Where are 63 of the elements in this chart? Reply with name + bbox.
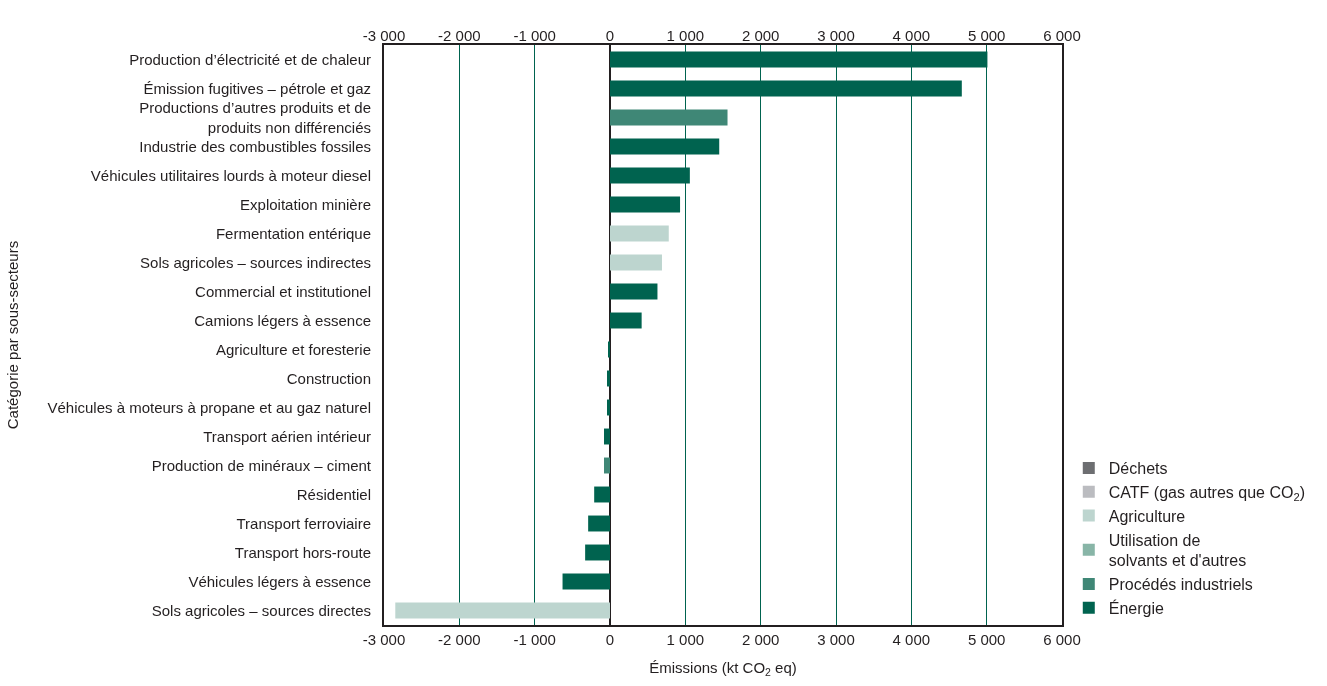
y-tick-label: Transport ferroviaire	[236, 514, 371, 532]
legend-label: Procédés industriels	[1108, 576, 1253, 594]
y-tick-label: Agriculture et foresterie	[215, 340, 371, 358]
x-tick-label: 0	[605, 27, 615, 44]
legend-label: Déchets	[1108, 460, 1168, 478]
x2-tick-label: 3 000	[817, 631, 855, 648]
y-tick-label: Véhicules légers à essence	[188, 572, 371, 590]
y-tick-label: Production de minéraux – ciment	[151, 456, 372, 474]
bar	[588, 515, 610, 532]
legend-label: CATF (gas autres que CO$_{2}$)	[1108, 483, 1305, 504]
y-tick-label: Véhicules à moteurs à propane et au gaz naturel	[47, 398, 371, 416]
y-tick-label: Fermentation entérique	[215, 224, 371, 242]
y-axis-title: Catégorie par sous-secteurs	[4, 240, 22, 430]
y-tick-label: Productions d’autres produits et de produits non différenciés	[139, 99, 371, 136]
x-tick-label: 4 000	[892, 27, 931, 44]
x2-tick-label: 0	[605, 631, 615, 648]
bar	[606, 399, 610, 416]
legend-label: Agriculture	[1108, 507, 1186, 525]
bar	[594, 486, 610, 503]
bar	[603, 457, 610, 474]
x2-tick-label: -2 000	[438, 631, 481, 648]
x-tick-label: 1 000	[666, 27, 705, 44]
x2-tick-label: -3 000	[362, 631, 406, 648]
x2-tick-label: 6 000	[1043, 631, 1081, 648]
x-tick-label: 2 000	[741, 27, 780, 44]
x-tick-label: -1 000	[513, 27, 556, 44]
x2-tick-label: 5 000	[967, 631, 1006, 648]
x-tick-label: -3 000	[362, 27, 406, 44]
bar	[585, 544, 610, 561]
bar	[606, 370, 610, 387]
y-tick-label: Transport aérien intérieur	[203, 427, 371, 445]
bar	[610, 196, 681, 213]
bar	[610, 312, 642, 329]
x-tick-label: 6 000	[1043, 27, 1081, 44]
x-tick-label: -2 000	[438, 27, 481, 44]
bar	[610, 109, 728, 126]
x2-tick-label: -1 000	[513, 631, 556, 648]
y-tick-label: Transport hors-route	[234, 543, 371, 561]
y-tick-label: Sols agricoles – sources directes	[151, 601, 371, 619]
y-tick-label: Commercial et institutionel	[195, 282, 371, 300]
bar	[562, 573, 610, 590]
bar	[610, 254, 662, 271]
legend-label: Utilisation de solvants et d'autres	[1108, 531, 1247, 570]
x2-tick-label: 4 000	[892, 631, 931, 648]
y-tick-label: Construction	[286, 369, 371, 387]
y-tick-label: Production d’électricité et de chaleur	[129, 50, 371, 68]
y-tick-label: Exploitation minière	[240, 195, 371, 213]
y-tick-label: Sols agricoles – sources indirectes	[140, 253, 371, 271]
legend-label: Énergie	[1108, 598, 1165, 617]
x2-tick-label: 1 000	[666, 631, 705, 648]
bar	[610, 283, 658, 300]
y-tick-label: Résidentiel	[296, 485, 371, 503]
y-tick-label: Industrie des combustibles fossiles	[139, 137, 371, 155]
x-axis-title: Émissions (kt CO$_{2}$ eq)	[649, 658, 797, 678]
bar	[610, 225, 669, 242]
bar	[603, 428, 610, 445]
x-tick-label: 3 000	[817, 27, 855, 44]
x2-tick-label: 2 000	[741, 631, 780, 648]
y-tick-label: Véhicules utilitaires lourds à moteur diesel	[90, 166, 371, 184]
x-tick-label: 5 000	[967, 27, 1006, 44]
bar	[395, 602, 610, 619]
y-tick-label: Camions légers à essence	[194, 311, 371, 329]
y-tick-label: Émission fugitives – pétrole et gaz	[143, 79, 371, 97]
